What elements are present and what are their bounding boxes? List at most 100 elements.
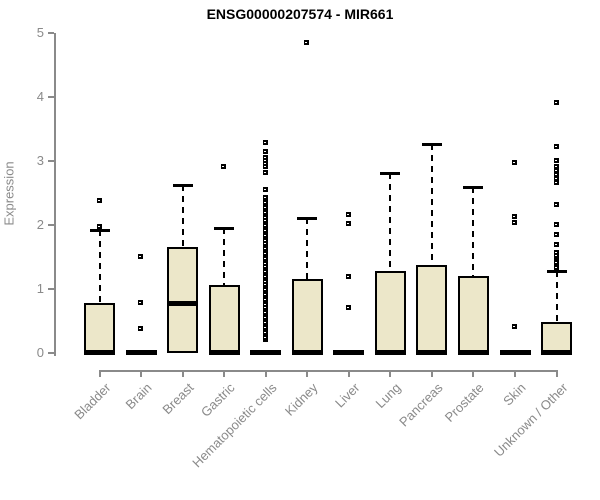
x-tick-label: Unknown / Other — [490, 380, 571, 460]
outlier-point — [553, 241, 559, 247]
outlier-point — [262, 334, 268, 340]
y-tick-label: 5 — [36, 25, 44, 40]
x-tick-label: Breast — [159, 380, 197, 418]
outlier-point — [262, 268, 268, 274]
outlier-point — [96, 198, 102, 204]
outlier-point — [553, 143, 559, 149]
outlier-point — [262, 164, 268, 170]
y-axis-tick — [48, 160, 54, 162]
box — [167, 246, 199, 353]
outlier-point — [262, 307, 268, 313]
x-tick-label: Kidney — [282, 380, 321, 419]
outlier-point — [262, 284, 268, 290]
whisker-cap — [421, 143, 442, 147]
outlier-point — [512, 220, 517, 226]
whisker — [430, 144, 433, 265]
median-line — [457, 349, 489, 355]
y-axis-tick — [48, 224, 54, 226]
outlier-point — [96, 223, 102, 229]
x-axis-tick — [181, 370, 184, 377]
whisker-cap — [172, 184, 193, 188]
outlier-point — [262, 309, 268, 315]
median-line — [374, 349, 406, 355]
outlier-point — [553, 158, 559, 163]
outlier-point — [138, 254, 144, 259]
outlier-point — [262, 294, 268, 300]
x-axis-tick — [306, 370, 309, 377]
outlier-point — [553, 252, 559, 258]
outlier-point — [262, 230, 268, 236]
x-axis-tick — [223, 370, 226, 377]
outlier-point — [553, 179, 559, 185]
outlier-point — [262, 209, 268, 215]
outlier-point — [262, 314, 268, 320]
median-line — [541, 349, 573, 355]
outlier-point — [262, 248, 268, 254]
y-axis-tick — [48, 96, 54, 98]
outlier-point — [553, 202, 559, 208]
outlier-point — [553, 222, 559, 227]
outlier-point — [138, 300, 144, 306]
outlier-point — [262, 154, 268, 160]
whisker-cap — [297, 216, 318, 220]
outlier-point — [262, 202, 268, 208]
outlier-point — [262, 158, 268, 163]
outlier-point — [262, 276, 268, 282]
box — [457, 276, 489, 353]
outlier-point — [262, 222, 268, 228]
box — [291, 279, 323, 353]
median-line — [125, 349, 157, 355]
outlier-point — [262, 278, 268, 284]
median-line — [250, 349, 282, 355]
y-axis-tick — [48, 288, 54, 290]
outlier-point — [262, 243, 268, 249]
outlier-point — [262, 161, 268, 167]
x-axis-tick — [98, 370, 101, 377]
outlier-point — [262, 207, 268, 213]
outlier-point — [512, 323, 517, 329]
whisker — [555, 271, 558, 323]
whisker-cap — [463, 185, 484, 189]
median-line — [291, 349, 323, 355]
median-line — [416, 349, 448, 355]
median-line — [333, 349, 365, 355]
y-tick-label: 0 — [36, 345, 44, 360]
outlier-point — [262, 319, 268, 325]
x-axis-tick — [555, 370, 558, 377]
outlier-point — [262, 299, 268, 305]
outlier-point — [262, 238, 268, 243]
median-line — [84, 349, 115, 355]
outlier-point — [262, 214, 268, 220]
outlier-point — [262, 232, 268, 238]
outlier-point — [262, 304, 268, 310]
x-axis-tick — [430, 370, 433, 377]
outlier-point — [553, 168, 559, 174]
whisker — [306, 217, 309, 280]
outlier-point — [262, 217, 268, 223]
y-tick-label: 1 — [36, 281, 44, 296]
outlier-point — [345, 211, 351, 217]
x-axis-tick — [140, 370, 143, 377]
outlier-point — [262, 195, 268, 201]
outlier-point — [262, 286, 268, 292]
outlier-point — [262, 289, 268, 295]
whisker — [472, 186, 475, 277]
whisker — [98, 230, 101, 304]
outlier-point — [262, 220, 268, 226]
x-axis-tick — [472, 370, 475, 377]
outlier-point — [262, 322, 268, 328]
outlier-point — [262, 263, 268, 269]
median-line — [167, 301, 199, 307]
outlier-point — [262, 330, 268, 336]
x-tick-label: Prostate — [442, 380, 488, 425]
outlier-point — [262, 261, 268, 267]
whisker-cap — [89, 229, 110, 233]
outlier-point — [262, 296, 268, 302]
y-axis — [54, 33, 56, 356]
outlier-point — [512, 159, 517, 165]
outlier-point — [262, 281, 268, 287]
y-tick-label: 3 — [36, 153, 44, 168]
box — [84, 303, 115, 353]
outlier-point — [345, 305, 351, 311]
outlier-point — [262, 170, 268, 176]
